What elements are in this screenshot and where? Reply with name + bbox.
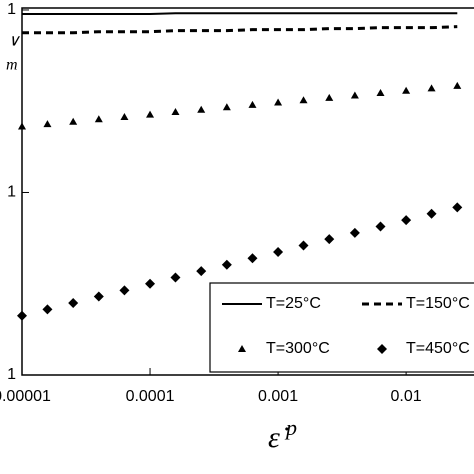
y-label-part: m [6,57,18,74]
triangle-marker [69,117,78,125]
legend-label: T=450°C [406,340,470,357]
legend-box [209,282,474,373]
legend-label: T=300°C [266,340,330,357]
triangle-marker [94,115,103,123]
y-tick-label: 1 [7,1,16,18]
triangle-marker [376,88,385,96]
diamond-marker [196,266,207,277]
y-label-part: ∨ [8,33,20,50]
x-tick-label: 0.01 [391,388,422,405]
triangle-marker [120,113,129,121]
x-label-sup: p [284,415,297,440]
legend: T=25°C T=150°C T=300°C T=450°C [209,282,474,373]
triangle-marker [171,108,180,116]
legend-label: T=150°C [406,295,470,312]
diamond-marker [401,215,412,226]
diamond-marker [170,272,181,283]
triangle-marker [238,345,246,352]
diamond-marker [452,202,463,213]
diamond-marker [377,344,387,354]
diamond-marker [426,208,437,219]
triangle-marker [18,122,26,130]
triangle-marker [350,91,359,99]
y-tick-label: 1 [7,184,16,201]
diamond-marker [145,278,156,289]
x-tick-label: 0.001 [258,388,298,405]
diamond-marker [68,298,79,309]
diamond-marker [17,310,27,321]
diamond-marker [375,221,386,232]
diamond-marker [349,227,360,238]
triangle-marker [43,120,52,128]
triangle-marker [248,100,257,108]
triangle-marker [325,93,334,101]
diamond-marker [324,234,335,245]
series-line [22,25,458,35]
triangle-marker [274,98,283,106]
triangle-marker [197,105,206,113]
diamond-marker [93,291,104,302]
triangle-marker [402,86,411,94]
diamond-marker [119,285,130,296]
triangle-marker [299,96,308,104]
triangle-marker [146,110,155,118]
diamond-marker [298,240,309,251]
diamond-marker [247,253,258,264]
triangle-marker [222,103,231,111]
series-line [22,12,458,16]
triangle-marker [427,84,436,92]
diamond-marker [42,304,53,315]
legend-label: T=25°C [266,295,321,312]
x-tick-label: 0.00001 [0,388,51,405]
plot-frame [21,7,474,376]
triangle-marker [453,81,462,89]
x-tick-label: 0.0001 [126,388,175,405]
y-tick-label: 1 [7,366,16,383]
diamond-marker [221,259,232,270]
diamond-marker [273,246,284,257]
